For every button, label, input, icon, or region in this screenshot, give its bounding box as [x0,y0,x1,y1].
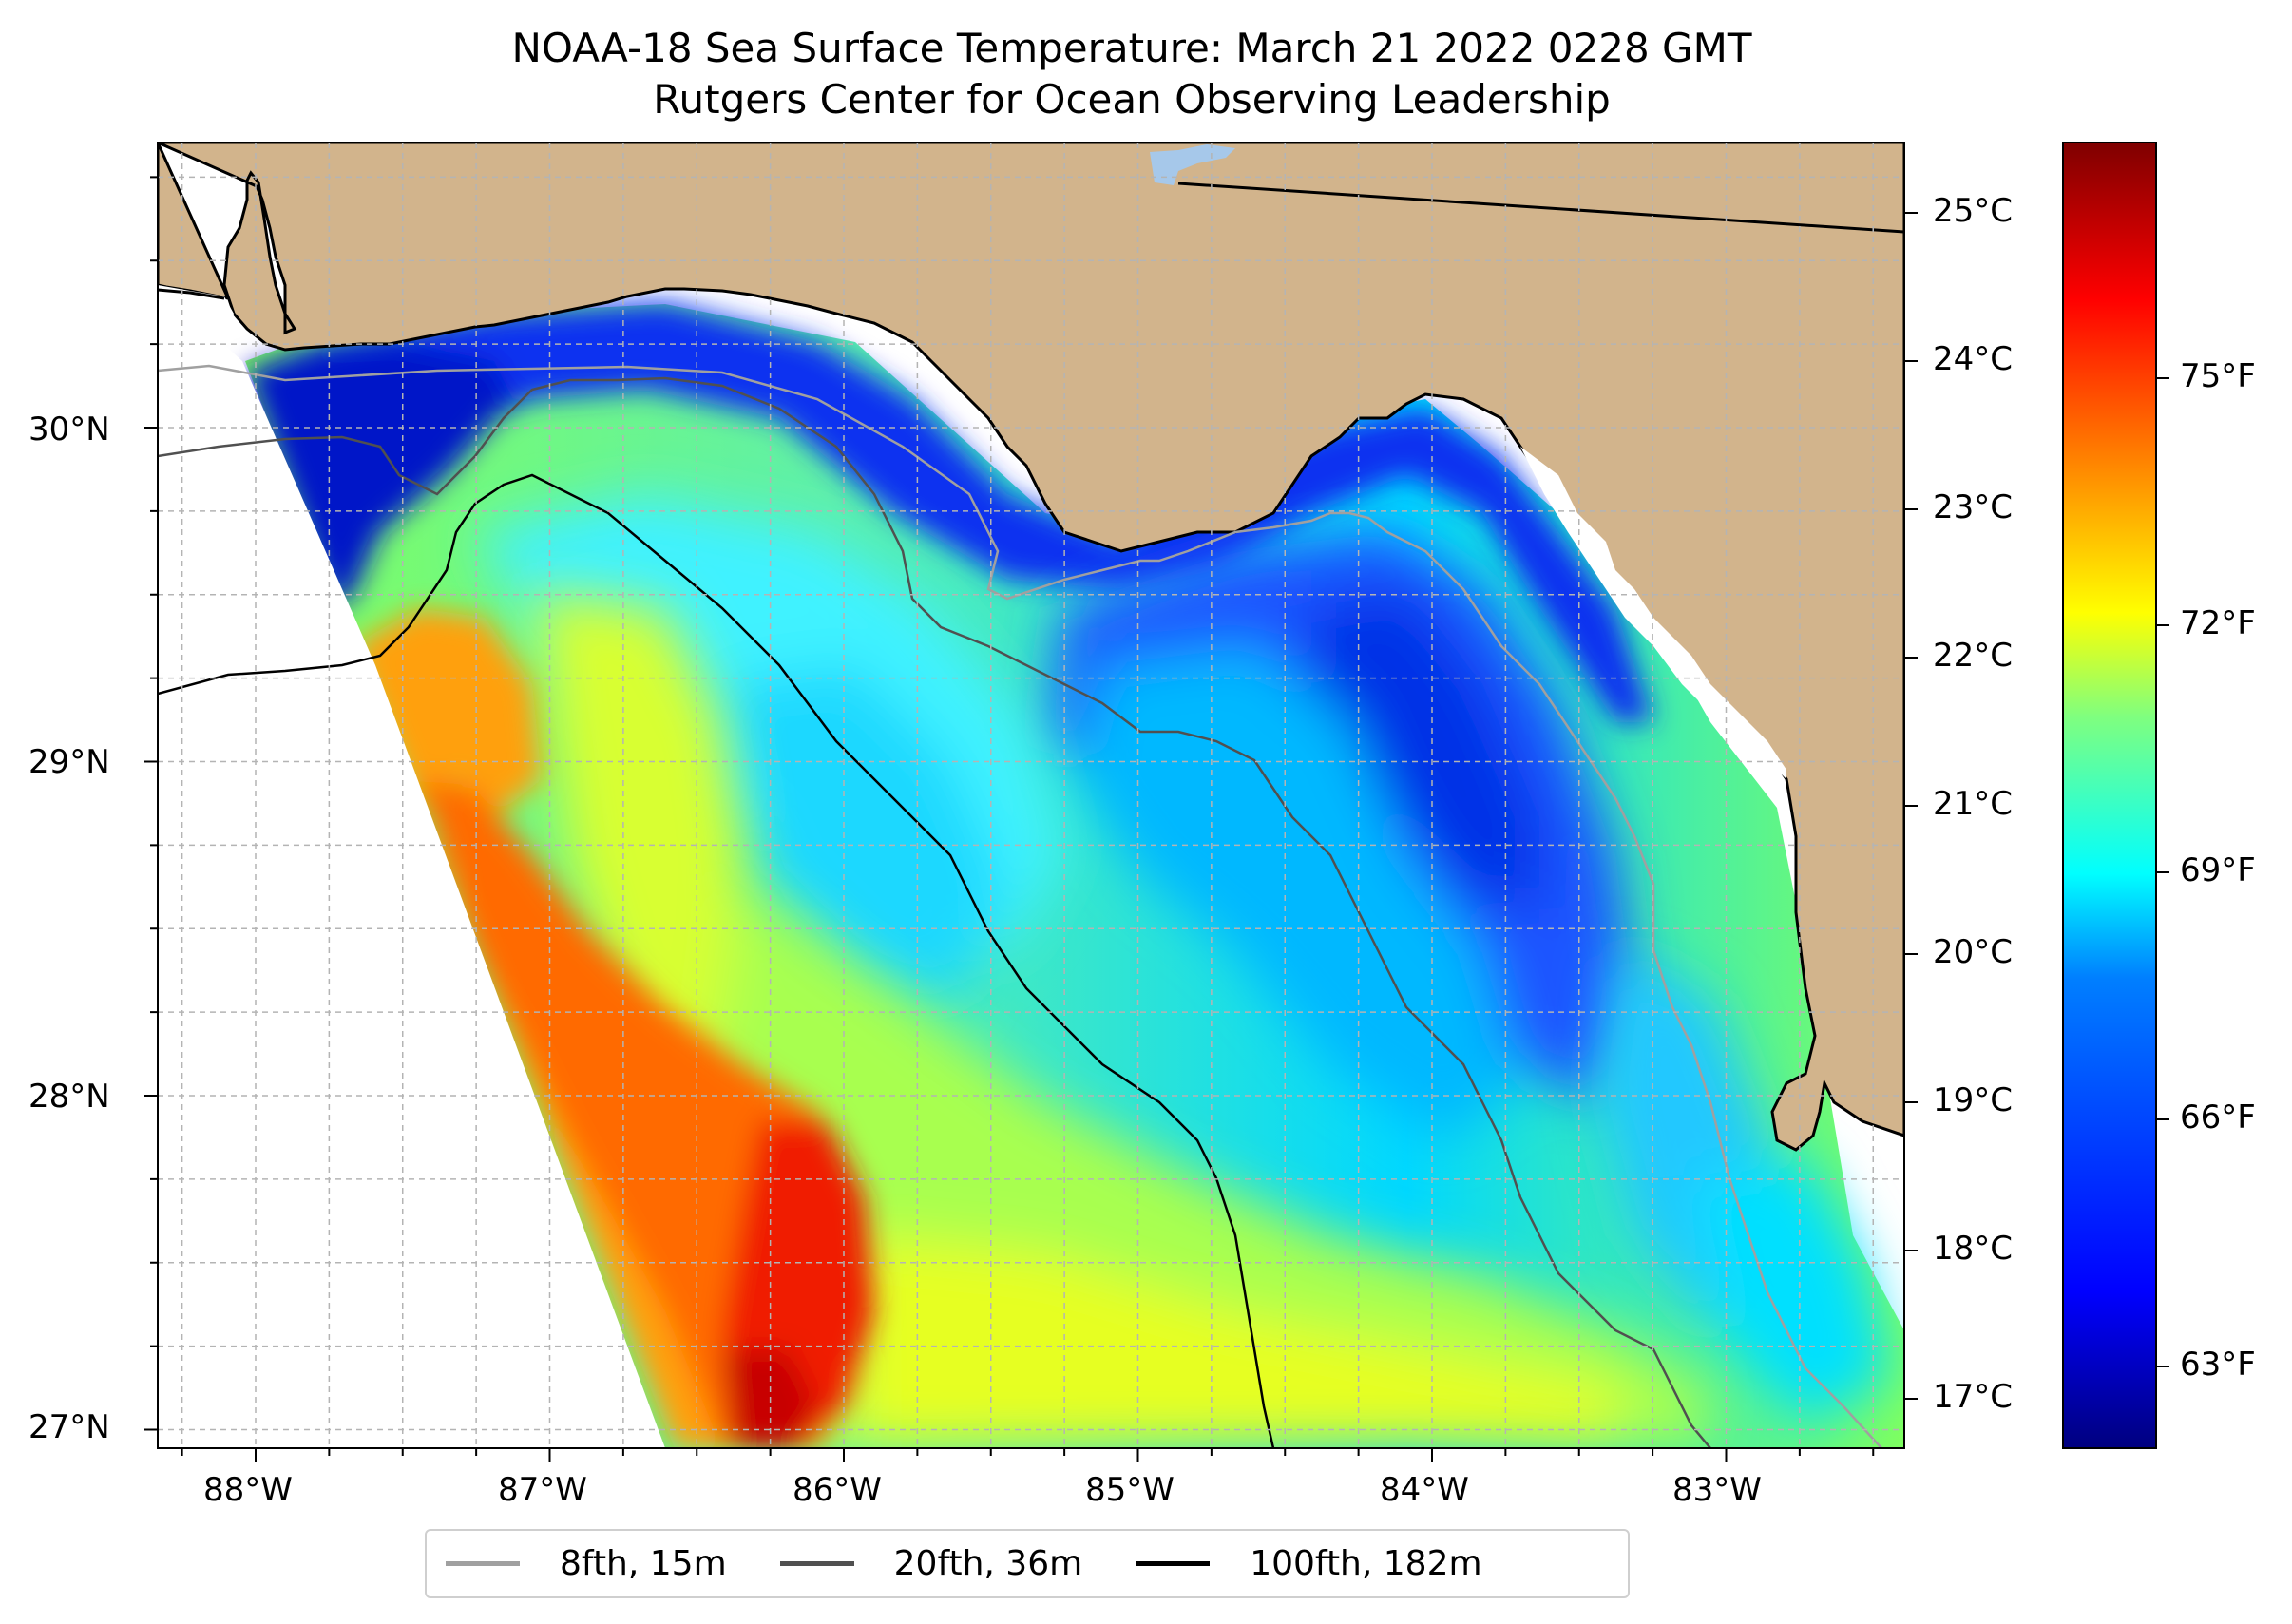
figure-title: NOAA-18 Sea Surface Temperature: March 2… [0,23,2278,125]
state-border [1177,182,1904,234]
lat-label-30: 30°N [29,411,110,449]
sst-warm-transition [532,589,1710,1448]
fahrenheit-label-63: 63°F [2180,1346,2256,1384]
celsius-label-18: 18°C [1933,1230,2014,1268]
axis-ticks [144,176,1918,1462]
lat-label-28: 28°N [29,1078,110,1116]
legend-label-20fth: 20fth, 36m [893,1544,1083,1583]
legend-label-100fth: 100fth, 182m [1250,1544,1482,1583]
celsius-label-19: 19°C [1933,1081,2014,1119]
lon-label-88: 88°W [203,1471,293,1509]
isobath-8fth [158,364,1882,1448]
lon-label-85: 85°W [1085,1471,1175,1509]
fahrenheit-label-72: 72°F [2180,604,2256,642]
map-frame [157,142,1905,1449]
celsius-label-25: 25°C [1933,192,2014,230]
lon-label-84: 84°W [1380,1471,1469,1509]
coastal-mask [1520,447,1786,779]
title-line-2: Rutgers Center for Ocean Observing Leade… [653,76,1611,123]
legend-item-8fth: 8fth, 15m [446,1544,727,1583]
graticule [158,143,1904,1448]
celsius-label-22: 22°C [1933,637,2014,675]
celsius-label-24: 24°C [1933,340,2014,378]
no-data-region [158,285,665,1448]
fahrenheit-label-66: 66°F [2180,1099,2256,1137]
celsius-label-21: 21°C [1933,785,2014,823]
celsius-label-20: 20°C [1933,933,2014,971]
sst-cold-plume [1045,532,1634,1140]
legend-item-100fth: 100fth, 182m [1136,1544,1482,1583]
legend-swatch-20fth [779,1561,854,1566]
legend-item-20fth: 20fth, 36m [779,1544,1083,1583]
lon-label-87: 87°W [498,1471,587,1509]
legend-label-8fth: 8fth, 15m [560,1544,727,1583]
lat-label-27: 27°N [29,1408,110,1446]
lake [1150,144,1235,185]
isobath-20fth [158,376,1711,1448]
colorbar [2062,142,2157,1449]
celsius-label-17: 17°C [1933,1378,2014,1416]
lat-label-29: 29°N [29,743,110,781]
fahrenheit-label-69: 69°F [2180,851,2256,889]
legend-swatch-8fth [446,1561,520,1566]
title-line-1: NOAA-18 Sea Surface Temperature: March 2… [511,25,1752,71]
fahrenheit-label-75: 75°F [2180,357,2256,395]
lon-label-83: 83°W [1672,1471,1762,1509]
isobath-100fth [158,473,1275,1448]
colorbar-ticks [2156,377,2169,1367]
celsius-label-23: 23°C [1933,488,2014,526]
lon-label-86: 86°W [793,1471,882,1509]
sst-warm-core [352,608,874,1448]
legend-swatch-100fth [1136,1561,1211,1566]
isobath-legend: 8fth, 15m 20fth, 36m 100fth, 182m [425,1529,1630,1598]
